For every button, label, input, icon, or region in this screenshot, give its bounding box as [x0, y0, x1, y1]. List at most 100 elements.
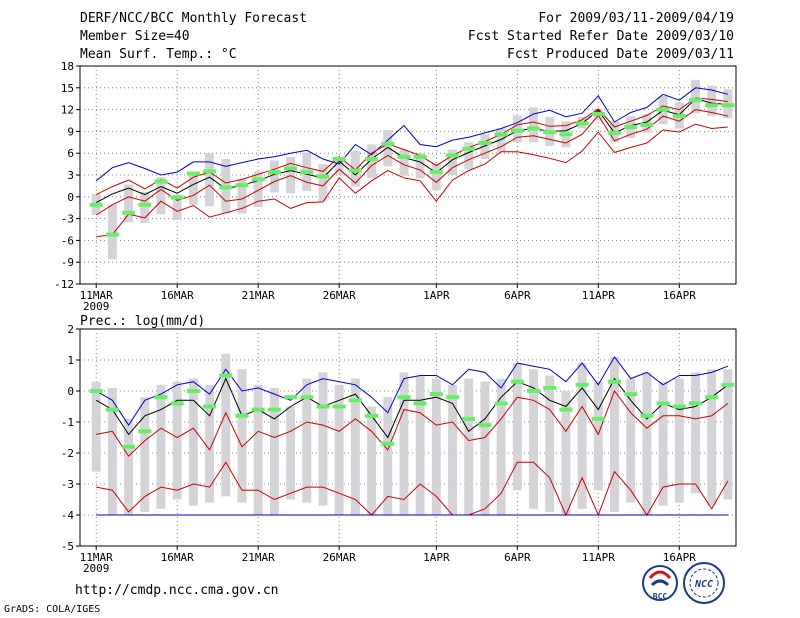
- footer-url[interactable]: http://cmdp.ncc.cma.gov.cn: [75, 583, 279, 598]
- median-mark: [203, 404, 217, 409]
- box-bar: [302, 378, 312, 503]
- box-bar: [529, 107, 538, 143]
- fcst-started-date: Fcst Started Refer Date 2009/03/10: [467, 29, 734, 44]
- box-bar: [91, 381, 101, 472]
- median-mark: [608, 130, 621, 135]
- median-mark: [721, 103, 735, 108]
- box-bar: [107, 387, 117, 515]
- x-tick-label: 16APR: [663, 551, 696, 564]
- median-mark: [446, 395, 460, 400]
- y-tick-label: -12: [54, 278, 74, 291]
- y-tick-label: 1: [67, 354, 74, 367]
- box-bar: [253, 171, 263, 207]
- box-bar: [658, 381, 668, 506]
- median-mark: [332, 157, 346, 162]
- box-bar: [448, 384, 457, 515]
- x-tick-label: 1APR: [423, 289, 450, 302]
- median-mark: [608, 379, 621, 384]
- y-tick-label: 15: [61, 82, 74, 95]
- median-mark: [510, 128, 524, 133]
- box-bar: [334, 156, 344, 175]
- median-mark: [381, 141, 395, 146]
- box-bar: [253, 384, 263, 515]
- x-tick-label: 6APR: [504, 289, 531, 302]
- box-bar: [188, 378, 198, 506]
- box-bar: [367, 406, 377, 515]
- series-max-line: [95, 87, 729, 182]
- x-tick-label: 26MAR: [323, 289, 356, 302]
- box-bar: [286, 406, 296, 500]
- fcst-produced-date: Fcst Produced Date 2009/03/11: [507, 47, 734, 62]
- y-tick-label: -4: [61, 509, 75, 522]
- box-bar: [383, 397, 393, 515]
- median-mark: [300, 395, 314, 400]
- x-tick-label: 11APR: [582, 551, 615, 564]
- box-bar: [399, 372, 409, 515]
- median-mark: [494, 132, 508, 137]
- median-mark: [219, 373, 233, 378]
- median-mark: [267, 407, 281, 412]
- median-mark: [559, 407, 573, 412]
- box-bar: [237, 369, 247, 503]
- median-mark: [316, 174, 330, 179]
- x-tick-label: 16APR: [663, 289, 696, 302]
- y-tick-label: -3: [61, 478, 74, 491]
- median-mark: [478, 423, 492, 428]
- forecast-period: For 2009/03/11-2009/04/19: [538, 11, 734, 26]
- box-bar: [237, 178, 247, 214]
- median-mark: [413, 401, 427, 406]
- box-bar: [156, 384, 166, 509]
- x-tick-year-label: 2009: [83, 300, 110, 313]
- series-min-line: [96, 123, 728, 238]
- median-mark: [510, 379, 524, 384]
- median-mark: [446, 153, 460, 158]
- y-tick-label: -6: [61, 234, 74, 247]
- median-mark: [640, 122, 654, 127]
- box-bar: [124, 184, 134, 223]
- box-bar: [415, 375, 425, 515]
- median-mark: [591, 416, 605, 421]
- chart-title: DERF/NCC/BCC Monthly Forecast: [80, 11, 307, 26]
- median-mark: [219, 185, 233, 190]
- box-bar: [464, 378, 474, 515]
- median-mark: [138, 202, 152, 207]
- median-mark: [235, 183, 249, 188]
- box-bar: [156, 177, 166, 215]
- box-bar: [723, 369, 733, 500]
- box-bar: [691, 79, 700, 114]
- median-mark: [527, 126, 541, 131]
- median-mark: [381, 441, 395, 446]
- variable-label: Mean Surf. Temp.: °C: [80, 47, 237, 62]
- median-mark: [413, 154, 427, 159]
- median-mark: [672, 114, 686, 119]
- median-mark: [138, 429, 152, 434]
- median-mark: [705, 395, 719, 400]
- median-mark: [348, 398, 362, 403]
- median-mark: [170, 401, 184, 406]
- box-bar: [221, 353, 231, 497]
- median-mark: [122, 210, 136, 215]
- median-mark: [397, 395, 411, 400]
- median-mark: [689, 98, 702, 103]
- precip-title: Prec.: log(mm/d): [80, 314, 205, 329]
- median-mark: [624, 392, 638, 397]
- y-tick-label: -3: [61, 213, 74, 226]
- box-bar: [577, 363, 587, 509]
- median-mark: [170, 195, 184, 200]
- median-mark: [462, 416, 476, 421]
- median-mark: [89, 389, 103, 393]
- median-mark: [656, 107, 670, 112]
- x-tick-label: 11APR: [582, 289, 615, 302]
- series-mean-line: [95, 377, 729, 439]
- median-mark: [105, 232, 119, 237]
- box-bar: [286, 156, 296, 194]
- median-mark: [122, 444, 136, 449]
- box-bar: [480, 381, 490, 515]
- series-p75-line: [96, 389, 729, 457]
- median-mark: [300, 170, 314, 175]
- box-bar: [205, 384, 215, 503]
- box-bar: [107, 204, 117, 260]
- x-tick-label: 21MAR: [242, 551, 275, 564]
